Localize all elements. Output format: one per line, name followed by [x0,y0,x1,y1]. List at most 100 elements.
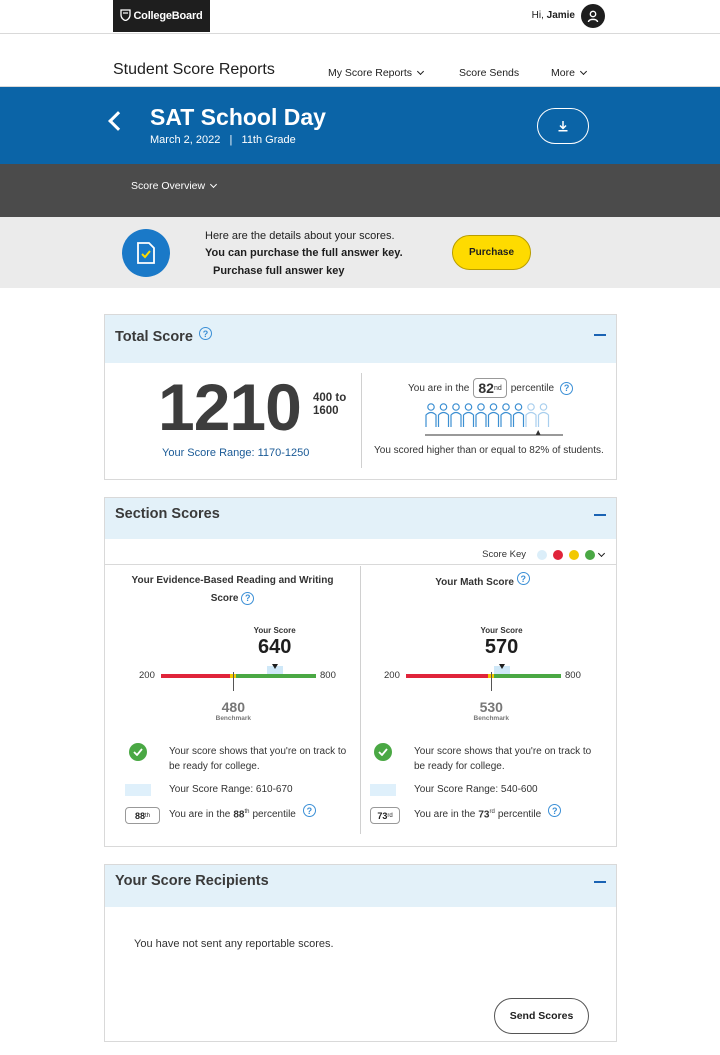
chevron-down-icon [579,67,587,76]
test-subtitle: March 2, 2022 | 11th Grade [150,134,296,146]
person-icon [487,403,500,427]
total-score-value: 1210 [158,370,302,444]
benchmark-label: Benchmark [473,715,509,722]
section-scores-heading: Section Scores [115,506,220,522]
divider [361,373,362,468]
score-key-dot [585,549,595,560]
math-title-text: Your Math Score [435,577,514,589]
send-scores-button[interactable]: Send Scores [494,998,589,1034]
percentile-suffix: percentile [510,382,555,394]
total-score-heading: Total Score [115,329,193,345]
math-status: Your score shows that you're on track to… [414,746,592,772]
help-icon[interactable]: ? [560,381,574,395]
score-key-dot [569,549,579,560]
nav-my-score-reports-label: My Score Reports [328,67,413,79]
score-recipients-card: Your Score Recipients You have not sent … [104,864,617,1042]
check-circle-icon [129,743,147,761]
collapse-icon[interactable] [594,334,606,336]
ebrw-title-line2-text: Score [210,593,239,604]
score-key-dot [553,549,563,560]
collegeboard-logo[interactable]: CollegeBoard [113,0,210,32]
benchmark-tick [232,672,234,691]
help-icon[interactable]: ? [516,572,530,585]
score-key-dot [537,549,547,560]
math-pct-sup: rd [489,808,495,815]
purchase-answer-key-link[interactable]: Purchase full answer key [213,265,345,277]
below-benchmark-bar [161,674,231,678]
collapse-icon[interactable] [594,881,606,883]
section-scores-card: Section Scores Score Key Your Evidence-B… [104,497,617,847]
total-score-header[interactable]: Total Score ? [105,315,616,363]
nav-my-score-reports[interactable]: My Score Reports [328,67,425,79]
ebrw-percentile-line: You are in the 88th percentile ? [169,804,316,821]
ebrw-percentile-sup: th [145,812,151,819]
divider [360,566,361,834]
help-icon[interactable]: ? [302,804,316,817]
score-range-band [266,666,283,674]
score-range-swatch [370,784,396,796]
benchmark-value: 530 [479,699,503,715]
score-recipients-header[interactable]: Your Score Recipients [105,865,616,907]
ebrw-pct-suffix: percentile [252,809,296,820]
ebrw-pct-sup: th [244,808,250,815]
score-key[interactable]: Score Key [482,549,606,560]
check-circle-icon [374,743,392,761]
score-pointer-icon [498,664,505,669]
chevron-down-icon [597,549,606,558]
nav-more[interactable]: More [551,67,587,79]
chevron-down-icon [210,180,218,189]
info-line-2: You can purchase the full answer key. [205,247,403,259]
person-icon [437,403,450,427]
tab-score-overview[interactable]: Score Overview [131,180,218,192]
tab-score-overview-label: Score Overview [131,180,206,192]
person-icon [537,403,550,427]
user-avatar-icon[interactable] [581,4,605,28]
your-score-label: Your Score [253,626,296,635]
math-pct-suffix: percentile [497,809,542,820]
total-score-card: Total Score ? 1210 400 to 1600 Your Scor… [104,314,617,480]
percentile-sup: nd [493,384,502,392]
math-pct-value: 73 [478,809,490,821]
person-icon [525,403,537,427]
percentile-people-graphic [425,403,563,436]
above-benchmark-bar [494,674,561,678]
math-pct-prefix: You are in the [414,809,476,820]
logo-text: CollegeBoard [133,10,203,22]
ebrw-pct-value: 88 [233,809,245,821]
help-icon[interactable]: ? [199,327,212,340]
ebrw-title-line1: Your Evidence-Based Reading and Writing [131,575,334,586]
acorn-icon [120,8,132,24]
help-icon[interactable]: ? [548,804,562,817]
math-range: Your Score Range: 540-600 [414,784,538,795]
percentile-value: 82 [478,380,494,396]
no-recipients-text: You have not sent any reportable scores. [134,938,334,950]
math-percentile-value: 73 [377,810,388,821]
score-range-band [493,666,510,674]
section-scores-header[interactable]: Section Scores [105,498,616,539]
scale-min: 200 [139,670,155,681]
back-arrow-icon[interactable] [108,111,128,131]
top-bar: CollegeBoard Hi, Jamie [0,0,720,34]
answer-key-info: Here are the details about your scores. … [0,217,720,288]
info-line-1: Here are the details about your scores. [205,230,395,242]
sub-navigation: Student Score Reports My Score Reports S… [0,34,720,87]
nav-score-sends[interactable]: Score Sends [459,67,520,79]
scale-max: 800 [320,670,336,681]
ebrw-percentile-value: 88 [134,810,145,821]
benchmark-label: Benchmark [215,715,252,722]
person-icon [450,403,462,427]
purchase-button[interactable]: Purchase [452,235,531,270]
person-icon [475,403,487,427]
score-pointer-icon [271,664,278,669]
your-score-label: Your Score [480,626,523,635]
above-benchmark-bar [236,674,316,678]
score-key-dots [531,549,595,560]
collapse-icon[interactable] [594,514,606,516]
help-icon[interactable]: ? [241,591,255,605]
your-score-value: 570 [484,636,519,658]
download-icon [558,121,568,132]
download-button[interactable] [537,108,589,144]
test-title: SAT School Day [150,104,326,130]
